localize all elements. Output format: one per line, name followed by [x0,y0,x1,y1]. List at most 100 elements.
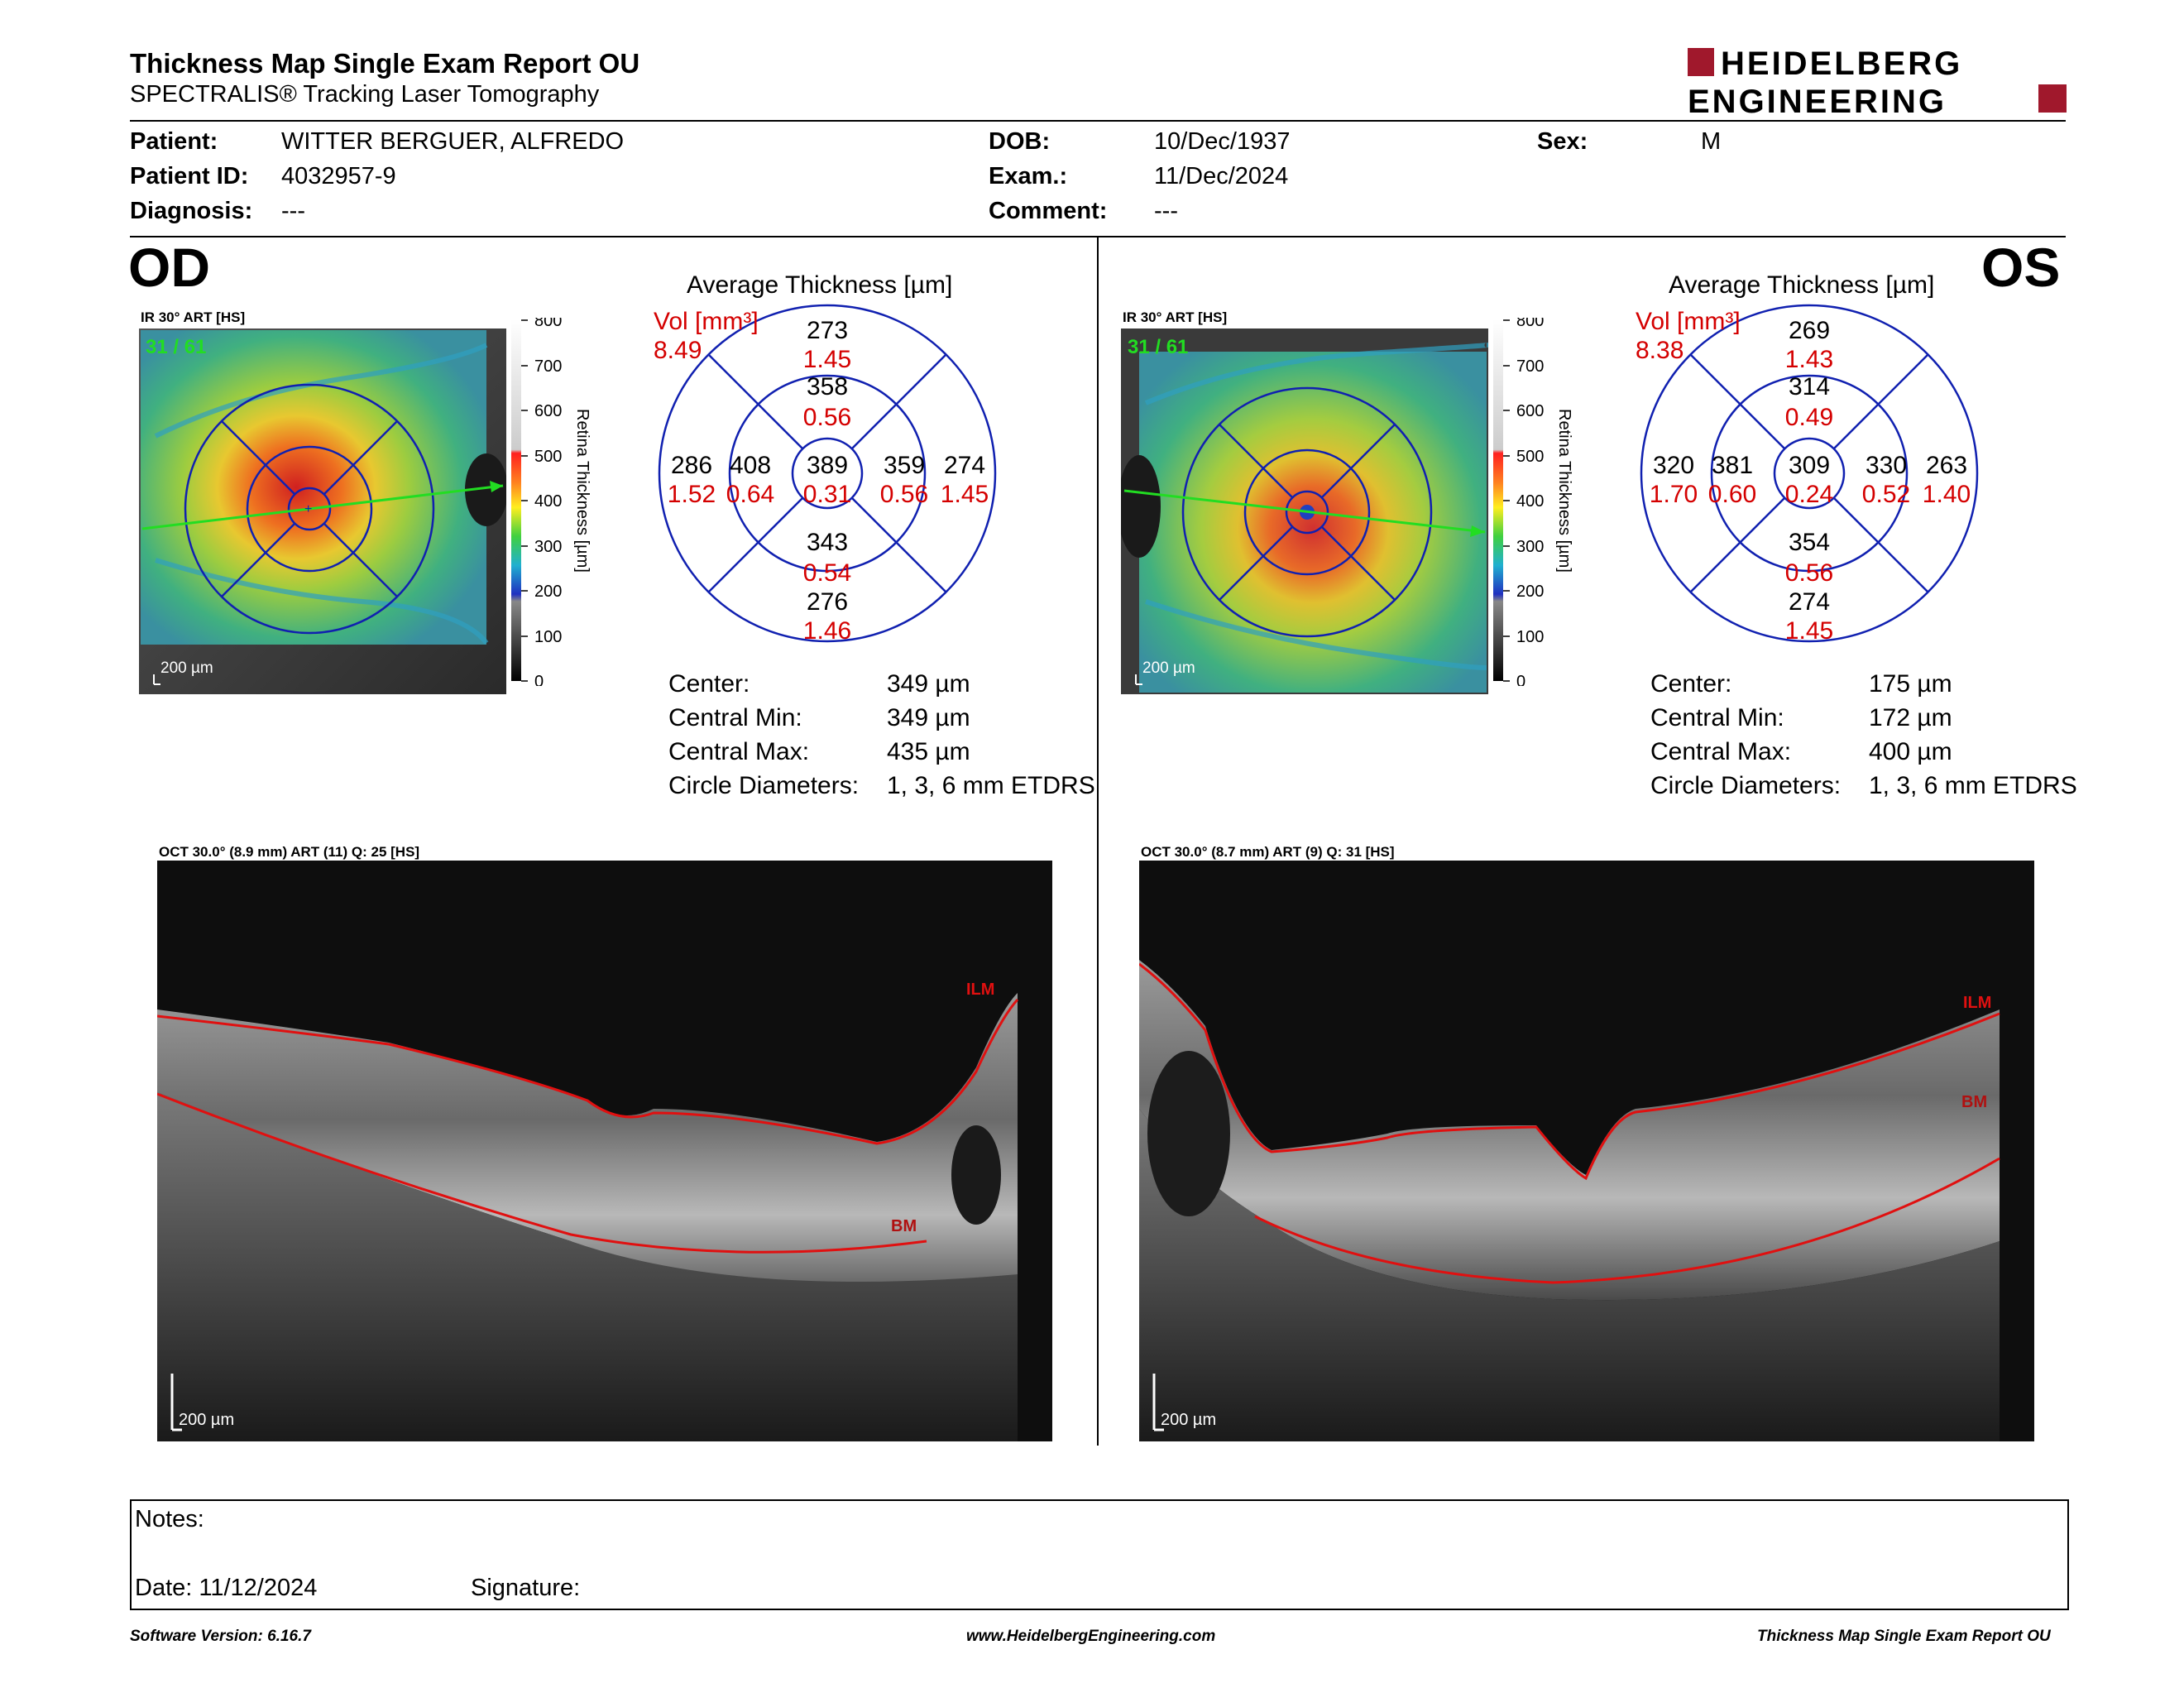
os-oct-bscan: ILM BM 200 µm [1138,861,2034,1441]
svg-text:0.56: 0.56 [803,404,851,431]
os-colorbar: 800 700 600 500 400 300 200 100 0 Retina… [1488,312,1604,691]
od-vol-label: Vol [mm³] [654,308,759,335]
svg-text:700: 700 [534,357,562,376]
od-diam-label: Circle Diameters: [668,772,860,799]
svg-text:269: 269 [1789,317,1830,344]
patient-id: 4032957-9 [281,163,396,189]
svg-text:263: 263 [1926,452,1967,479]
os-thickness-map: 31 / 61 200 µm [1118,328,1490,694]
svg-text:330: 330 [1866,452,1907,479]
diagnosis-label: Diagnosis: [130,198,253,224]
od-min-value: 349 µm [887,704,970,731]
patient-id-label: Patient ID: [130,163,249,189]
notes-box[interactable] [130,1499,2069,1610]
os-min-label: Central Min: [1650,704,1784,731]
svg-text:0.24: 0.24 [1785,481,1833,508]
os-etdrs-grid: 269 1.43 314 0.49 309 0.24 354 0.56 274 … [1627,300,2008,647]
signature-label: Signature: [471,1575,581,1601]
svg-text:273: 273 [807,317,848,344]
od-map-scale: 200 µm [160,659,213,677]
os-max-label: Central Max: [1650,738,1792,765]
od-eye-label: OD [128,237,210,298]
report-subtitle: SPECTRALIS® Tracking Laser Tomography [130,81,600,108]
os-oct-label: OCT 30.0° (8.7 mm) ART (9) Q: 31 [HS] [1141,844,1395,860]
os-oct-scale: 200 µm [1161,1411,1216,1429]
od-etdrs-grid: 273 1.45 358 0.56 389 0.31 343 0.54 276 … [645,300,1026,647]
svg-text:358: 358 [807,373,848,400]
os-diam-value: 1, 3, 6 mm ETDRS [1869,772,2077,799]
notes-label: Notes: [135,1506,204,1532]
svg-text:343: 343 [807,529,848,556]
os-eye-label: OS [1981,237,2061,298]
svg-text:500: 500 [1516,448,1544,466]
svg-text:1.46: 1.46 [803,617,851,645]
svg-text:0.49: 0.49 [1785,404,1833,431]
dob-label: DOB: [989,128,1051,155]
svg-text:HEIDELBERG: HEIDELBERG [1721,46,1962,82]
od-bm-label: BM [891,1217,917,1235]
svg-text:359: 359 [884,452,925,479]
svg-text:Retina Thickness [µm]: Retina Thickness [µm] [573,409,592,573]
od-colorbar: 800 700 600 500 400 300 200 100 0 Retina… [506,312,622,691]
svg-text:1.70: 1.70 [1650,481,1698,508]
svg-text:600: 600 [1516,402,1544,420]
footer-report-name: Thickness Map Single Exam Report OU [1757,1628,2051,1645]
svg-text:389: 389 [807,452,848,479]
svg-text:309: 309 [1789,452,1830,479]
svg-text:0: 0 [534,673,544,686]
report-title: Thickness Map Single Exam Report OU [130,48,640,79]
od-thickness-map: + 31 / 61 200 µm [139,328,508,694]
os-max-value: 400 µm [1869,738,1952,765]
os-center-label: Center: [1650,670,1732,698]
sex-label: Sex: [1537,128,1588,155]
svg-text:600: 600 [534,402,562,420]
svg-text:274: 274 [944,452,985,479]
svg-text:200: 200 [534,583,562,601]
os-vol-label: Vol [mm³] [1636,308,1741,335]
patient-label: Patient: [130,128,218,155]
svg-text:Retina Thickness [µm]: Retina Thickness [µm] [1555,409,1573,573]
exam-label: Exam.: [989,163,1068,189]
svg-text:0.60: 0.60 [1708,481,1756,508]
od-frame-counter: 31 / 61 [146,336,206,358]
exam-value: 11/Dec/2024 [1154,163,1289,189]
od-oct-bscan: ILM BM 200 µm [156,861,1052,1441]
od-ilm-label: ILM [966,981,994,999]
comment-value: --- [1154,198,1178,224]
od-oct-label: OCT 30.0° (8.9 mm) ART (11) Q: 25 [HS] [159,844,420,860]
svg-text:700: 700 [1516,357,1544,376]
od-center-value: 349 µm [887,670,970,698]
svg-text:400: 400 [534,492,562,511]
comment-label: Comment: [989,198,1108,224]
svg-text:354: 354 [1789,529,1830,556]
svg-text:408: 408 [730,452,771,479]
svg-text:300: 300 [534,538,562,556]
dob-value: 10/Dec/1937 [1154,128,1291,155]
svg-text:320: 320 [1653,452,1694,479]
os-diam-label: Circle Diameters: [1650,772,1842,799]
svg-text:1.45: 1.45 [1785,617,1833,645]
svg-text:0.56: 0.56 [880,481,928,508]
svg-text:200: 200 [1516,583,1544,601]
date-label: Date: 11/12/2024 [135,1575,318,1601]
os-map-scale: 200 µm [1142,659,1195,677]
heidelberg-logo: HEIDELBERG ENGINEERING [1688,46,2068,120]
od-max-label: Central Max: [668,738,810,765]
os-frame-counter: 31 / 61 [1128,336,1188,358]
svg-text:100: 100 [534,628,562,646]
svg-text:0: 0 [1516,673,1525,686]
svg-text:0.31: 0.31 [803,481,851,508]
os-center-value: 175 µm [1869,670,1952,698]
os-vol-value: 8.38 [1636,337,1684,364]
svg-text:0.56: 0.56 [1785,559,1833,587]
svg-text:1.52: 1.52 [668,481,716,508]
os-ir-label: IR 30° ART [HS] [1123,309,1228,325]
website-link[interactable]: www.HeidelbergEngineering.com [966,1628,1216,1645]
od-max-value: 435 µm [887,738,970,765]
svg-text:0.64: 0.64 [726,481,774,508]
svg-text:+: + [304,502,312,516]
od-vol-value: 8.49 [654,337,702,364]
svg-text:100: 100 [1516,628,1544,646]
sex-value: M [1701,128,1722,155]
software-version: Software Version: 6.16.7 [130,1628,311,1645]
